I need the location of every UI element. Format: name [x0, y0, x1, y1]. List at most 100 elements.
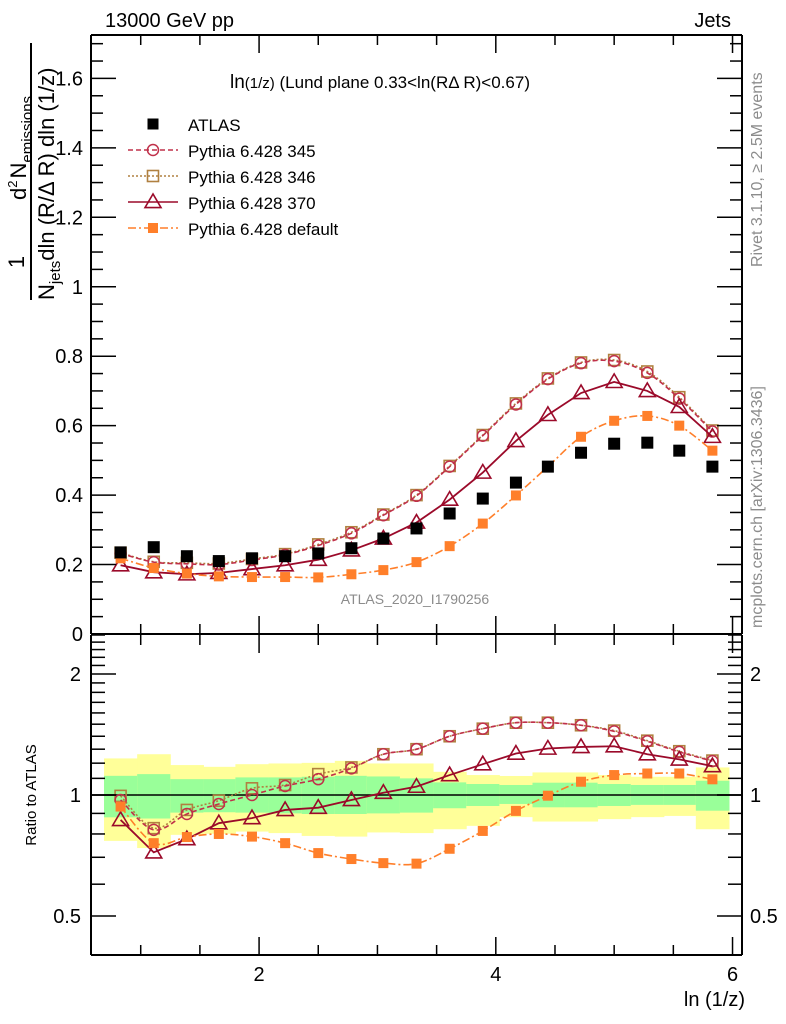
data-point: [509, 476, 522, 489]
series-pythia-6-428-370: [111, 372, 722, 581]
x-tick-label: 4: [490, 964, 501, 986]
x-tick-label: 6: [727, 964, 738, 986]
ratio-point: [213, 828, 224, 839]
ratio-point: [609, 770, 620, 781]
title-rest: (Lund plane 0.33<ln(RΔ R)<0.67): [275, 73, 530, 92]
legend-marker: [146, 143, 160, 157]
data-point: [148, 563, 159, 574]
data-point: [345, 542, 358, 555]
data-point: [345, 527, 358, 540]
data-point: [313, 572, 324, 583]
analysis-watermark: ATLAS_2020_I1790256: [341, 591, 490, 607]
main-panel: 0 0.2 0.4 0.6 0.8 1 1.2 1.4 1.6 ln(1/z) (Lund pl…: [4, 34, 743, 646]
data-point: [541, 372, 555, 386]
ratio-point: [703, 756, 722, 773]
series-pythia-6-428-345: [114, 354, 719, 571]
ratio-point: [706, 754, 719, 768]
ratio-point: [576, 776, 587, 787]
ratio-point: [280, 838, 291, 849]
ratio-point: [342, 790, 361, 807]
ratio-point: [212, 797, 226, 811]
data-point: [707, 445, 718, 456]
legend-label: Pythia 6.428 346: [188, 168, 316, 187]
data-point: [280, 572, 291, 583]
ratio-point: [209, 813, 229, 830]
main-y-tick-label: 1: [72, 277, 83, 299]
ratio-point: [707, 774, 718, 785]
ratio-y-tick-label-right: 2: [750, 664, 761, 686]
ratio-point: [245, 788, 259, 802]
ratio-point: [181, 832, 192, 843]
ratio-y-tick-label-right: 0.5: [750, 906, 778, 928]
ratio-y-tick-label: 2: [70, 664, 81, 686]
ratio-point: [245, 782, 259, 795]
data-point: [212, 555, 225, 568]
ratio-point: [542, 790, 553, 801]
ratio-y-axis-label: Ratio to ATLAS: [23, 744, 40, 845]
data-point: [377, 508, 390, 522]
data-point: [114, 546, 127, 559]
main-y-tick-label: 1.6: [55, 68, 83, 90]
data-point: [604, 372, 624, 389]
ratio-point: [410, 742, 423, 756]
legend-label: ATLAS: [188, 116, 241, 135]
ratio-point: [411, 858, 422, 869]
ratio-y-tick-label: 0.5: [53, 906, 81, 928]
data-point: [473, 462, 493, 479]
series-atlas: [114, 436, 719, 568]
data-point: [541, 460, 554, 473]
ratio-point: [506, 743, 526, 760]
legend-entry: Pythia 6.428 default: [128, 220, 339, 239]
x-axis-label: ln (1/z): [684, 989, 745, 1011]
ratio-point: [278, 779, 292, 793]
ratio-point: [440, 765, 460, 782]
data-point: [410, 489, 423, 503]
data-point: [608, 437, 621, 450]
ratio-series-line: [120, 721, 713, 831]
ratio-point: [574, 718, 588, 732]
main-y-tick-label: 1.2: [55, 207, 83, 229]
data-point: [377, 532, 390, 545]
data-point: [443, 507, 456, 520]
legend-entry: Pythia 6.428 346: [128, 168, 316, 187]
ratio-series-pythia-6-428-default: [115, 768, 718, 869]
data-point: [275, 555, 295, 572]
data-point: [444, 541, 455, 552]
data-point: [246, 572, 257, 583]
data-point: [574, 356, 588, 370]
data-point: [378, 565, 389, 576]
ylabel-num-sub: emissions: [19, 96, 36, 163]
data-point: [147, 541, 160, 554]
data-point: [607, 354, 621, 368]
rivet-version-label: Rivet 3.1.10, ≥ 2.5M events: [749, 72, 766, 267]
main-y-tick-label: 0.6: [55, 416, 83, 438]
ratio-point: [571, 737, 591, 754]
ratio-point: [115, 801, 126, 812]
data-point: [641, 366, 654, 380]
data-point: [346, 569, 357, 580]
ylabel-num-n: N: [6, 163, 31, 179]
legend-label: Pythia 6.428 default: [188, 220, 339, 239]
ylabel-den-rest: dln (R/Δ R) dln (1/z): [34, 68, 59, 261]
legend-label: Pythia 6.428 370: [188, 194, 316, 213]
data-point: [538, 405, 558, 422]
ratio-point: [476, 722, 490, 735]
main-y-tick-label: 0.8: [55, 346, 83, 368]
ratio-point: [642, 768, 653, 779]
data-point: [213, 571, 224, 582]
ratio-point: [378, 858, 389, 869]
ratio-point: [242, 808, 262, 825]
series-line: [120, 358, 713, 565]
series-pythia-6-428-default: [115, 410, 718, 583]
ratio-point: [114, 789, 127, 803]
ratio-point: [637, 744, 657, 761]
ratio-series-pythia-6-428-370: [111, 736, 722, 859]
legend-marker: [147, 118, 159, 130]
ratio-point: [275, 800, 295, 817]
title-small: (1/z): [245, 75, 275, 92]
ratio-point: [377, 747, 390, 761]
mcplots-label: mcplots.cern.ch [arXiv:1306.3436]: [749, 386, 766, 628]
data-point: [477, 518, 488, 529]
stat-uncertainty-band: [170, 779, 204, 813]
data-point: [674, 420, 685, 431]
